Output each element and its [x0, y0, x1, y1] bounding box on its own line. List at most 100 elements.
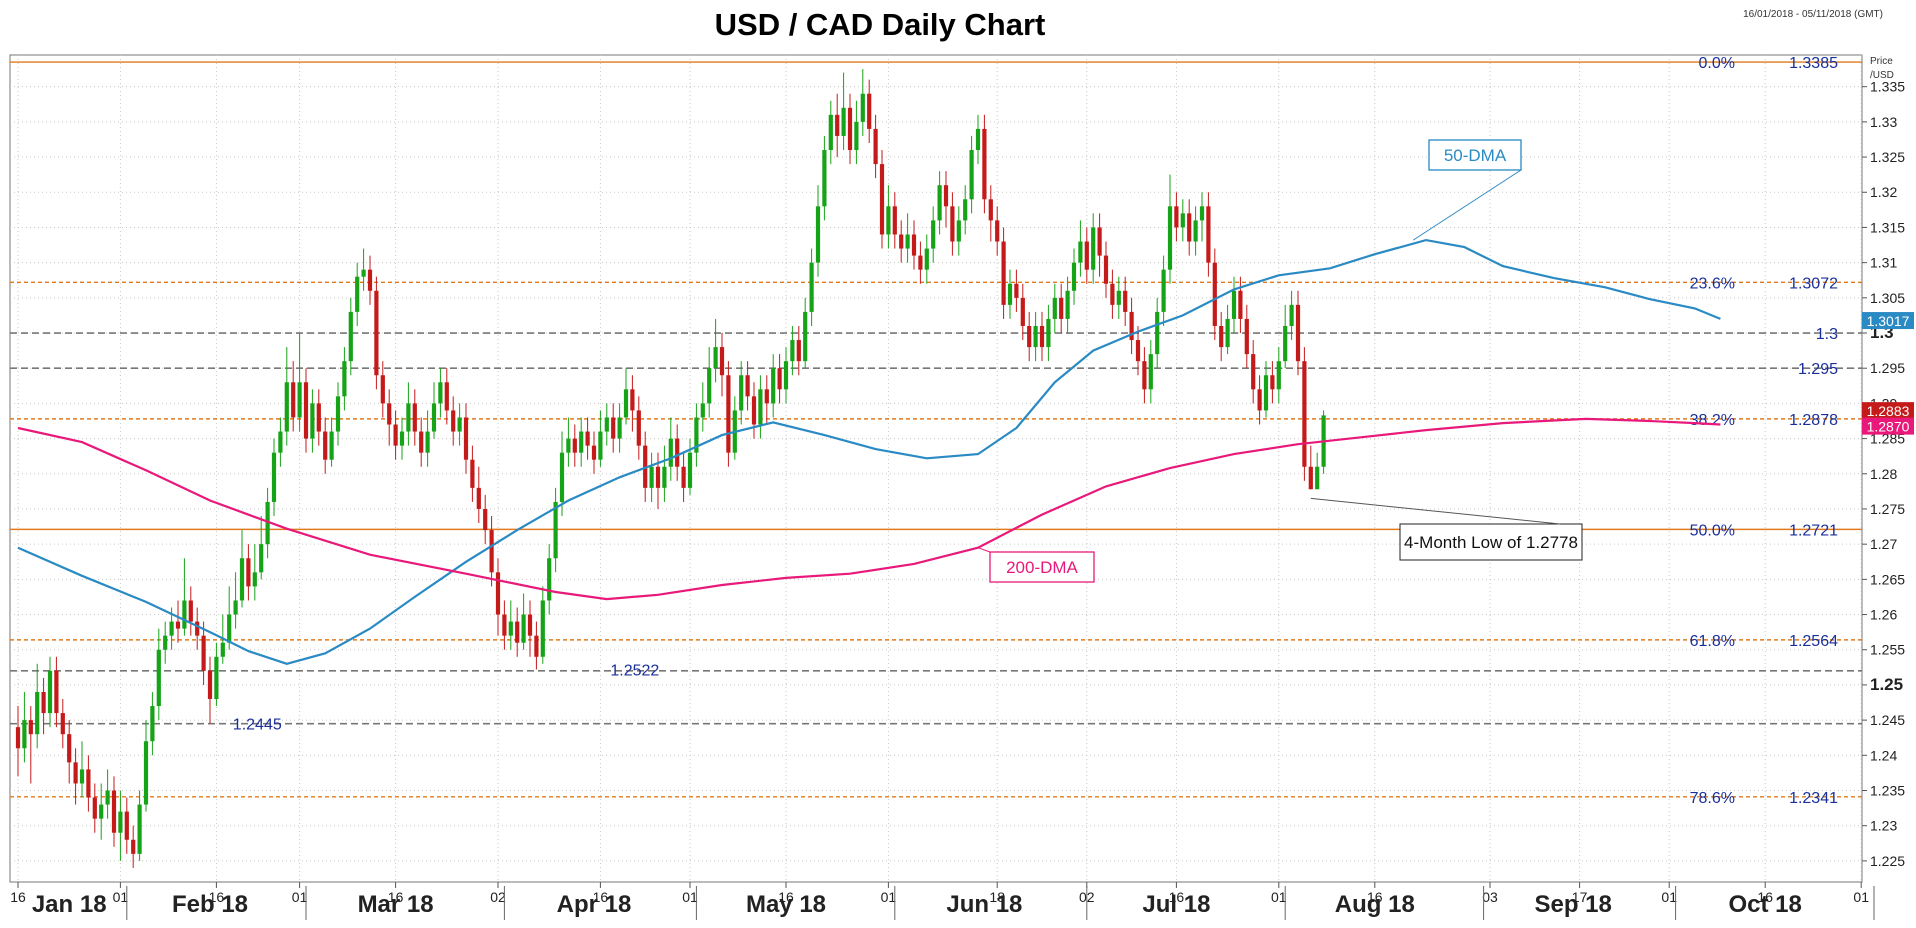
candle-body-up — [329, 431, 334, 460]
candle-body-down — [911, 234, 917, 256]
fib-level-pct: 0.0% — [1699, 55, 1735, 72]
candle-body-down — [879, 164, 885, 235]
date-range-label: 16/01/2018 - 05/11/2018 (GMT) — [1743, 9, 1883, 20]
fib-level-pct: 50.0% — [1690, 522, 1735, 539]
candle-body-up — [227, 614, 232, 643]
candle-body-up — [1289, 304, 1294, 326]
candle-body-up — [931, 220, 936, 249]
candle-body-down — [1308, 466, 1313, 490]
candle-body-up — [1276, 361, 1281, 390]
candle-body-down — [873, 128, 878, 165]
fib-level-value: 1.2341 — [1789, 790, 1838, 807]
candle-body-up — [886, 206, 891, 235]
dma50-price-tag: 1.3017 — [1867, 313, 1910, 329]
candle-body-up — [348, 311, 353, 362]
candle-body-up — [1033, 325, 1038, 348]
candle-body-down — [374, 290, 379, 376]
candle-body-up — [975, 128, 981, 151]
candle-body-down — [796, 340, 801, 362]
candle-body-down — [1027, 325, 1032, 348]
candle-body-up — [713, 347, 718, 369]
candle-body-up — [118, 811, 123, 833]
round-level-label: 1.295 — [1798, 361, 1838, 378]
y-tick-label: 1.245 — [1870, 712, 1905, 728]
candle-body-down — [111, 790, 117, 833]
candle-body-up — [259, 544, 264, 573]
candle-body-down — [534, 635, 539, 657]
candle-body-up — [163, 635, 168, 650]
candle-body-down — [1174, 206, 1179, 228]
candle-body-down — [1135, 340, 1141, 362]
candle-body-down — [1295, 304, 1301, 362]
candle-body-down — [1097, 227, 1102, 256]
low-leader — [1310, 497, 1561, 525]
candle-body-up — [431, 403, 437, 432]
candle-body-down — [1187, 213, 1192, 242]
candle-body-down — [28, 720, 33, 735]
candle-body-down — [1084, 241, 1089, 270]
candle-body-down — [572, 438, 577, 453]
candle-body-up — [1199, 206, 1205, 221]
candle-body-up — [1315, 466, 1320, 490]
candle-body-up — [739, 375, 744, 411]
candle-body-up — [150, 706, 155, 742]
y-tick-label: 1.33 — [1870, 114, 1897, 130]
x-day-label: 02 — [490, 889, 506, 905]
plot-frame — [9, 54, 1863, 883]
candle-body-down — [1142, 361, 1147, 390]
candle-body-down — [1059, 297, 1064, 319]
candle-body-down — [1206, 206, 1211, 263]
candle-body-up — [239, 558, 245, 601]
candle-body-down — [1039, 325, 1045, 348]
round-level-label: 1.3 — [1816, 326, 1838, 343]
candle-body-up — [22, 720, 27, 749]
candle-body-up — [815, 206, 821, 263]
candle-body-down — [188, 600, 193, 622]
candle-body-down — [515, 621, 520, 643]
candle-body-down — [54, 670, 59, 714]
candle-body-down — [483, 508, 488, 531]
candle-body-down — [867, 93, 872, 129]
candle-body-down — [1001, 241, 1006, 305]
candle-body-up — [425, 431, 430, 453]
candle-body-up — [540, 600, 545, 657]
candle-body-up — [399, 431, 405, 446]
dma50-callout-box — [1428, 139, 1522, 171]
candle-body-up — [822, 150, 827, 207]
candle-body-down — [1014, 283, 1019, 298]
x-day-label: 16 — [1757, 889, 1773, 905]
fib-level-pct: 78.6% — [1690, 790, 1735, 807]
candle-body-up — [662, 466, 667, 488]
candle-body-up — [521, 614, 526, 643]
candle-body-up — [271, 452, 277, 502]
y-tick-label: 1.335 — [1870, 79, 1905, 95]
candle-body-up — [783, 361, 789, 390]
candle-body-down — [1244, 318, 1249, 355]
low-callout-label: 4-Month Low of 1.2778 — [1404, 533, 1578, 552]
candle-body-up — [566, 438, 571, 453]
candle-body-down — [201, 635, 206, 671]
candle-body-down — [463, 417, 469, 460]
candle-body-up — [604, 417, 609, 432]
candle-body-up — [579, 431, 584, 453]
y-tick-label: 1.28 — [1870, 466, 1897, 482]
candle-body-down — [611, 417, 616, 439]
candle-body-down — [489, 530, 494, 573]
candle-body-up — [623, 389, 629, 418]
y-tick-label: 1.275 — [1870, 501, 1905, 517]
candle-body-up — [617, 417, 622, 439]
candle-body-down — [995, 220, 1000, 242]
candle-body-down — [291, 382, 296, 418]
chart-title: USD / CAD Daily Chart — [715, 7, 1046, 42]
low-callout-box — [1399, 523, 1583, 561]
candle-body-up — [169, 621, 174, 636]
candle-body-down — [195, 621, 200, 636]
candle-body-down — [899, 234, 904, 249]
y-tick-label: 1.235 — [1870, 783, 1905, 799]
candle-body-up — [1052, 297, 1057, 319]
candle-body-down — [1257, 389, 1262, 411]
candle-body-down — [1129, 311, 1134, 341]
candle-body-down — [316, 403, 321, 432]
x-day-label: 01 — [1271, 889, 1287, 905]
